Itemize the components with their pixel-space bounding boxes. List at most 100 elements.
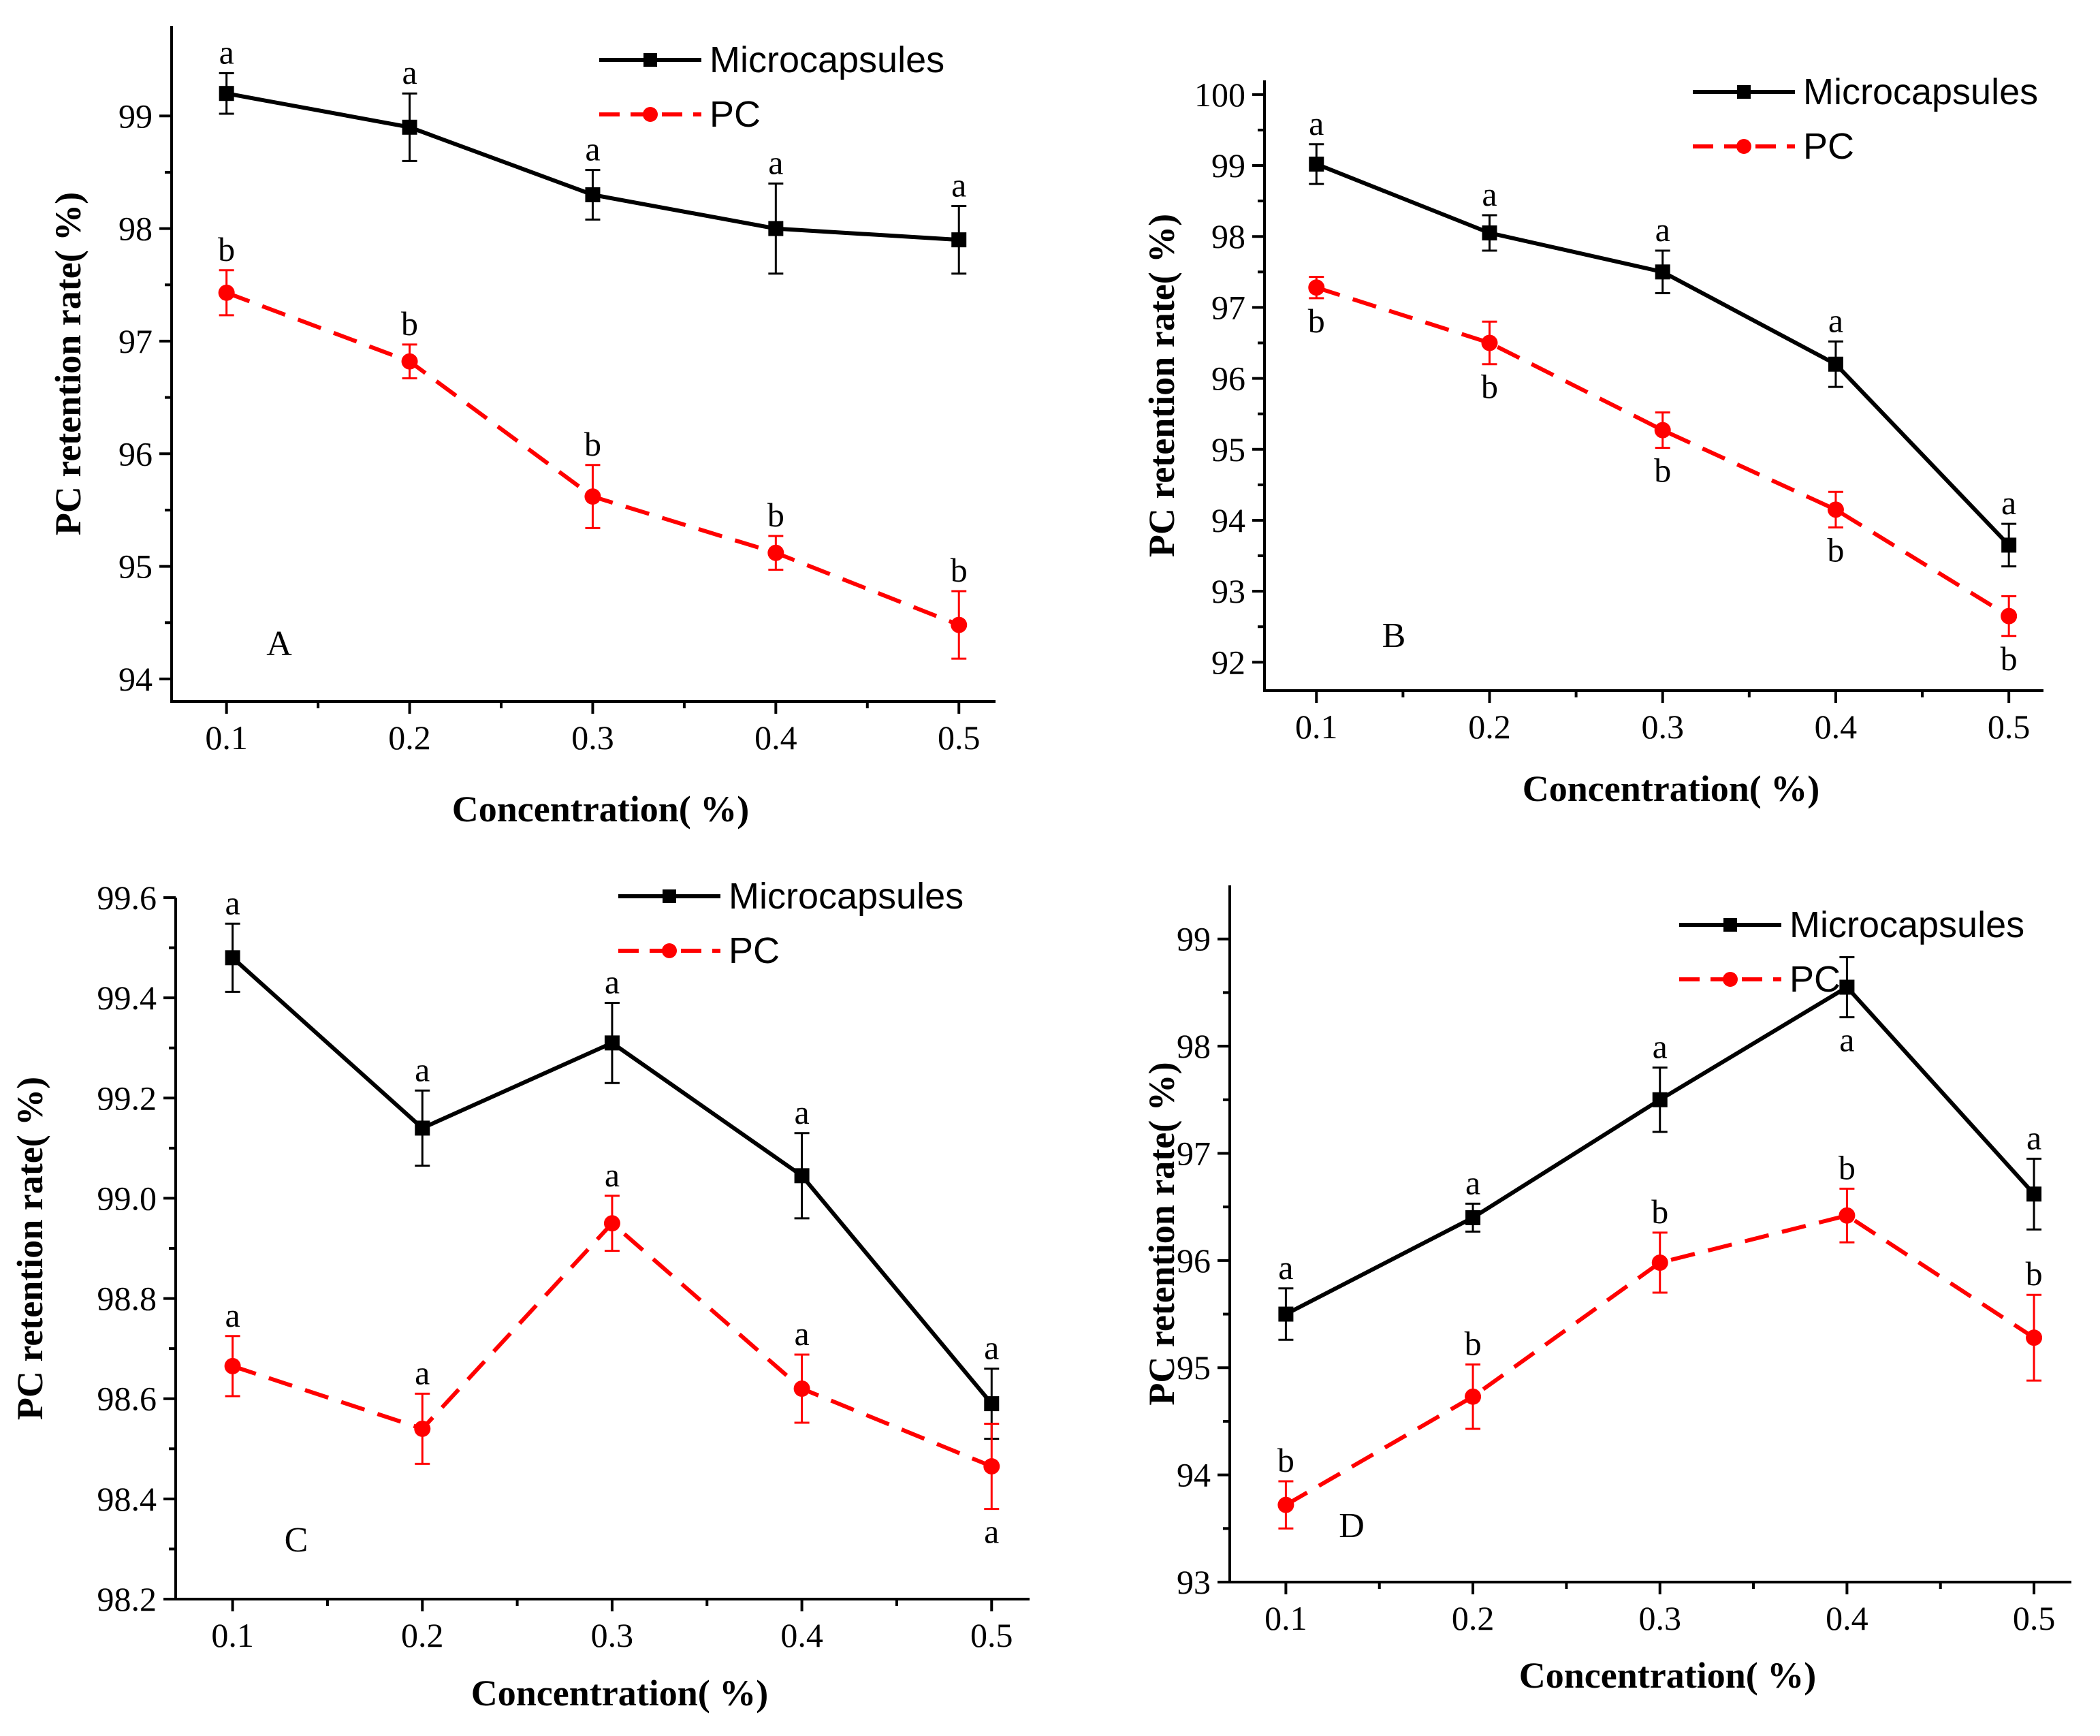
y-tick-label: 99.2 bbox=[97, 1079, 157, 1117]
data-point-square bbox=[585, 187, 601, 202]
significance-letter: a bbox=[415, 1050, 430, 1088]
significance-letter: a bbox=[794, 1093, 809, 1131]
significance-letter: a bbox=[219, 33, 234, 71]
panel-letter: C bbox=[285, 1521, 308, 1560]
y-axis-title: PC retention rate( %) bbox=[48, 192, 89, 535]
data-point-square bbox=[415, 1120, 430, 1136]
x-tick-label: 0.3 bbox=[571, 719, 614, 757]
significance-letter: a bbox=[415, 1353, 430, 1391]
significance-letter: b bbox=[1651, 1193, 1668, 1231]
y-tick-label: 92 bbox=[1211, 643, 1245, 681]
data-point-circle bbox=[218, 284, 235, 301]
y-tick-label: 98.2 bbox=[97, 1580, 157, 1618]
panel-letter: A bbox=[266, 625, 292, 663]
legend-marker-circle bbox=[662, 943, 677, 958]
legend-label: PC bbox=[1789, 959, 1841, 1000]
data-point-circle bbox=[1465, 1388, 1482, 1405]
data-point-square bbox=[1309, 156, 1324, 172]
x-tick-label: 0.4 bbox=[1826, 1599, 1868, 1637]
panel-b: 92 93 94 95 96 97 98 99 100 0.1 0.2 0.3 0.4 0.5 Concen… bbox=[1141, 72, 2043, 809]
y-tick-label: 96 bbox=[1211, 360, 1245, 398]
x-tick-label: 0.5 bbox=[938, 719, 981, 757]
significance-letter: b bbox=[2026, 1254, 2043, 1293]
y-tick-label: 94 bbox=[1177, 1456, 1211, 1494]
panel-letter: B bbox=[1382, 616, 1406, 655]
x-tick-label: 0.2 bbox=[388, 719, 431, 757]
x-tick-label: 0.2 bbox=[1468, 708, 1511, 746]
significance-letter: a bbox=[225, 883, 240, 921]
data-point-circle bbox=[983, 1458, 1000, 1475]
x-tick-label: 0.2 bbox=[401, 1616, 444, 1654]
y-tick-label: 96 bbox=[1177, 1242, 1211, 1280]
y-tick-label: 93 bbox=[1177, 1563, 1211, 1601]
data-point-circle bbox=[767, 544, 784, 561]
y-tick-label: 99 bbox=[1177, 920, 1211, 958]
y-tick-label: 96 bbox=[118, 435, 153, 473]
axes-frame bbox=[1263, 80, 2043, 692]
data-point-square bbox=[794, 1168, 810, 1184]
panel-a: 94 95 96 97 98 99 0.1 0.2 0.3 0.4 0.5 Concentration… bbox=[48, 26, 996, 830]
data-point-square bbox=[1482, 225, 1497, 240]
significance-letter: b bbox=[401, 304, 418, 343]
y-tick-label: 94 bbox=[118, 660, 153, 698]
data-point-square bbox=[2001, 537, 2017, 553]
significance-letter: a bbox=[984, 1329, 999, 1367]
y-tick-label: 98 bbox=[1177, 1027, 1211, 1065]
y-tick-label: 99.6 bbox=[97, 879, 157, 917]
data-point-circle bbox=[224, 1357, 241, 1374]
legend-label: PC bbox=[710, 94, 761, 135]
data-point-circle bbox=[603, 1215, 620, 1232]
significance-letter: b bbox=[1277, 1441, 1294, 1479]
data-point-circle bbox=[2001, 607, 2018, 625]
legend-label: Microcapsules bbox=[1789, 904, 2024, 945]
x-axis-title: Concentration( %) bbox=[471, 1673, 768, 1714]
y-tick-label: 97 bbox=[118, 322, 153, 360]
y-tick-label: 97 bbox=[1177, 1134, 1211, 1172]
significance-letter: b bbox=[1481, 368, 1498, 406]
significance-letter: a bbox=[2026, 1118, 2041, 1156]
legend-marker-circle bbox=[1723, 972, 1738, 987]
x-tick-label: 0.1 bbox=[211, 1616, 254, 1654]
data-point-circle bbox=[1308, 279, 1325, 296]
data-point-circle bbox=[401, 353, 418, 370]
data-point-square bbox=[219, 86, 234, 101]
legend-label: Microcapsules bbox=[1803, 72, 2038, 112]
significance-letter: a bbox=[1653, 1028, 1668, 1066]
x-tick-label: 0.4 bbox=[754, 719, 797, 757]
data-point-square bbox=[604, 1035, 620, 1051]
y-tick-label: 98.6 bbox=[97, 1380, 157, 1418]
y-tick-label: 98 bbox=[1211, 217, 1245, 255]
x-tick-label: 0.3 bbox=[591, 1616, 634, 1654]
x-tick-label: 0.5 bbox=[1988, 708, 2031, 746]
axes-frame bbox=[1228, 885, 2071, 1583]
y-axis-title: PC retention rate( %) bbox=[1141, 214, 1182, 557]
data-point-square bbox=[1828, 356, 1843, 372]
significance-letter: a bbox=[605, 1156, 620, 1194]
significance-letter: b bbox=[1654, 452, 1671, 490]
significance-letter: b bbox=[767, 496, 784, 534]
significance-letter: a bbox=[794, 1314, 809, 1353]
significance-letter: a bbox=[1828, 301, 1843, 339]
y-tick-label: 100 bbox=[1194, 76, 1245, 114]
panel-d: 93 94 95 96 97 98 99 0.1 0.2 0.3 0.4 0.5 Concentrati… bbox=[1141, 885, 2071, 1696]
x-tick-label: 0.3 bbox=[1638, 1599, 1681, 1637]
data-point-square bbox=[402, 119, 417, 135]
data-point-circle bbox=[414, 1420, 431, 1437]
data-point-circle bbox=[1481, 334, 1498, 351]
x-axis-title: Concentration( %) bbox=[452, 789, 749, 830]
significance-letter: a bbox=[1309, 104, 1324, 142]
significance-letter: b bbox=[218, 230, 235, 268]
significance-letter: b bbox=[584, 425, 601, 463]
data-point-square bbox=[1652, 1092, 1668, 1107]
data-point-square bbox=[225, 950, 240, 966]
y-tick-label: 93 bbox=[1211, 572, 1245, 610]
significance-letter: a bbox=[984, 1513, 999, 1551]
x-tick-label: 0.2 bbox=[1452, 1599, 1495, 1637]
significance-letter: b bbox=[2001, 640, 2018, 678]
axes-frame bbox=[170, 26, 996, 703]
series-line-pc bbox=[232, 1220, 993, 1468]
legend-marker-square bbox=[1737, 85, 1751, 99]
significance-letter: b bbox=[951, 551, 968, 589]
y-tick-label: 99 bbox=[1211, 146, 1245, 185]
significance-letter: a bbox=[1482, 175, 1497, 213]
